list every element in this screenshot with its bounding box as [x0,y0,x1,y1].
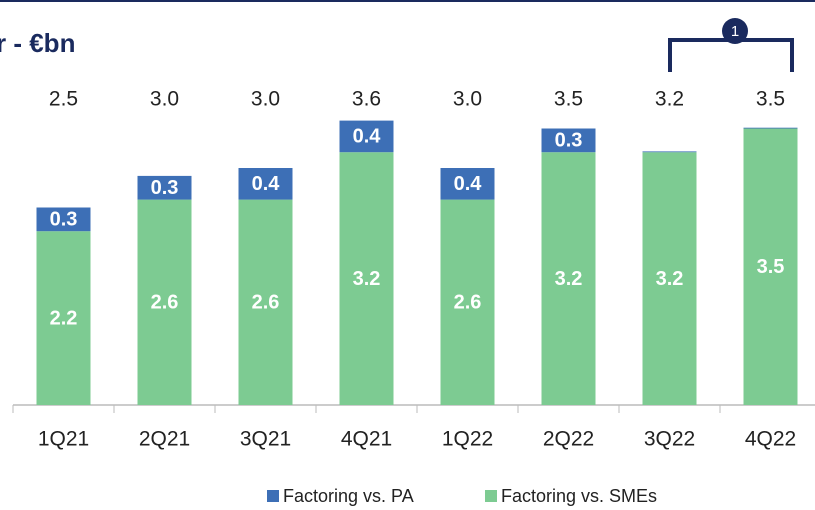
total-label: 2.5 [49,88,78,111]
annotation-text: 1 [731,23,739,40]
x-tick-label: 4Q22 [745,428,796,451]
bar-segment [743,127,798,129]
legend-swatch [267,490,279,502]
total-label: 3.5 [756,88,785,111]
x-tick-label: 3Q22 [644,428,695,451]
data-label: 3.2 [555,268,583,290]
legend-swatch [485,490,497,502]
data-label: 2.6 [454,292,482,314]
bar-segment [137,175,192,200]
bar-segment [137,199,192,405]
data-label: 0.4 [252,173,281,195]
data-label: 3.2 [353,268,381,290]
data-label: 0.4 [454,173,483,195]
bar-segment [36,207,91,232]
x-tick-label: 3Q21 [240,428,291,451]
total-label: 3.2 [655,88,684,111]
annotation-badge [722,18,748,44]
bar-segment [440,199,495,405]
data-label: 2.6 [151,292,179,314]
x-tick-label: 4Q21 [341,428,392,451]
bar-segment [339,152,394,405]
data-label: 0.4 [353,126,382,148]
x-tick-label: 1Q22 [442,428,493,451]
bar-segment [440,168,495,200]
data-label: 0.3 [555,130,583,152]
data-label: 3.5 [757,256,785,278]
x-tick-label: 2Q22 [543,428,594,451]
bar-segment [642,152,697,405]
total-label: 3.0 [251,88,280,111]
data-label: 0.3 [151,177,179,199]
bar-segment [743,128,798,405]
total-label: 3.6 [352,88,381,111]
bar-segment [541,128,596,153]
data-label: 2.6 [252,292,280,314]
bar-segment [36,231,91,405]
data-label: 3.2 [656,268,684,290]
data-label: 0.3 [50,209,78,231]
data-label: 2.2 [50,307,78,329]
legend-label: Factoring vs. PA [283,486,414,506]
legend-label: Factoring vs. SMEs [501,486,657,506]
chart-title: r - €bn [0,28,75,58]
bar-segment [339,120,394,153]
bar-segment [238,199,293,405]
bracket [668,38,794,72]
bar-segment [541,152,596,405]
bar-segment [238,168,293,200]
total-label: 3.0 [453,88,482,111]
x-tick-label: 2Q21 [139,428,190,451]
x-tick-label: 1Q21 [38,428,89,451]
total-label: 3.5 [554,88,583,111]
total-label: 3.0 [150,88,179,111]
bar-segment [642,151,697,153]
